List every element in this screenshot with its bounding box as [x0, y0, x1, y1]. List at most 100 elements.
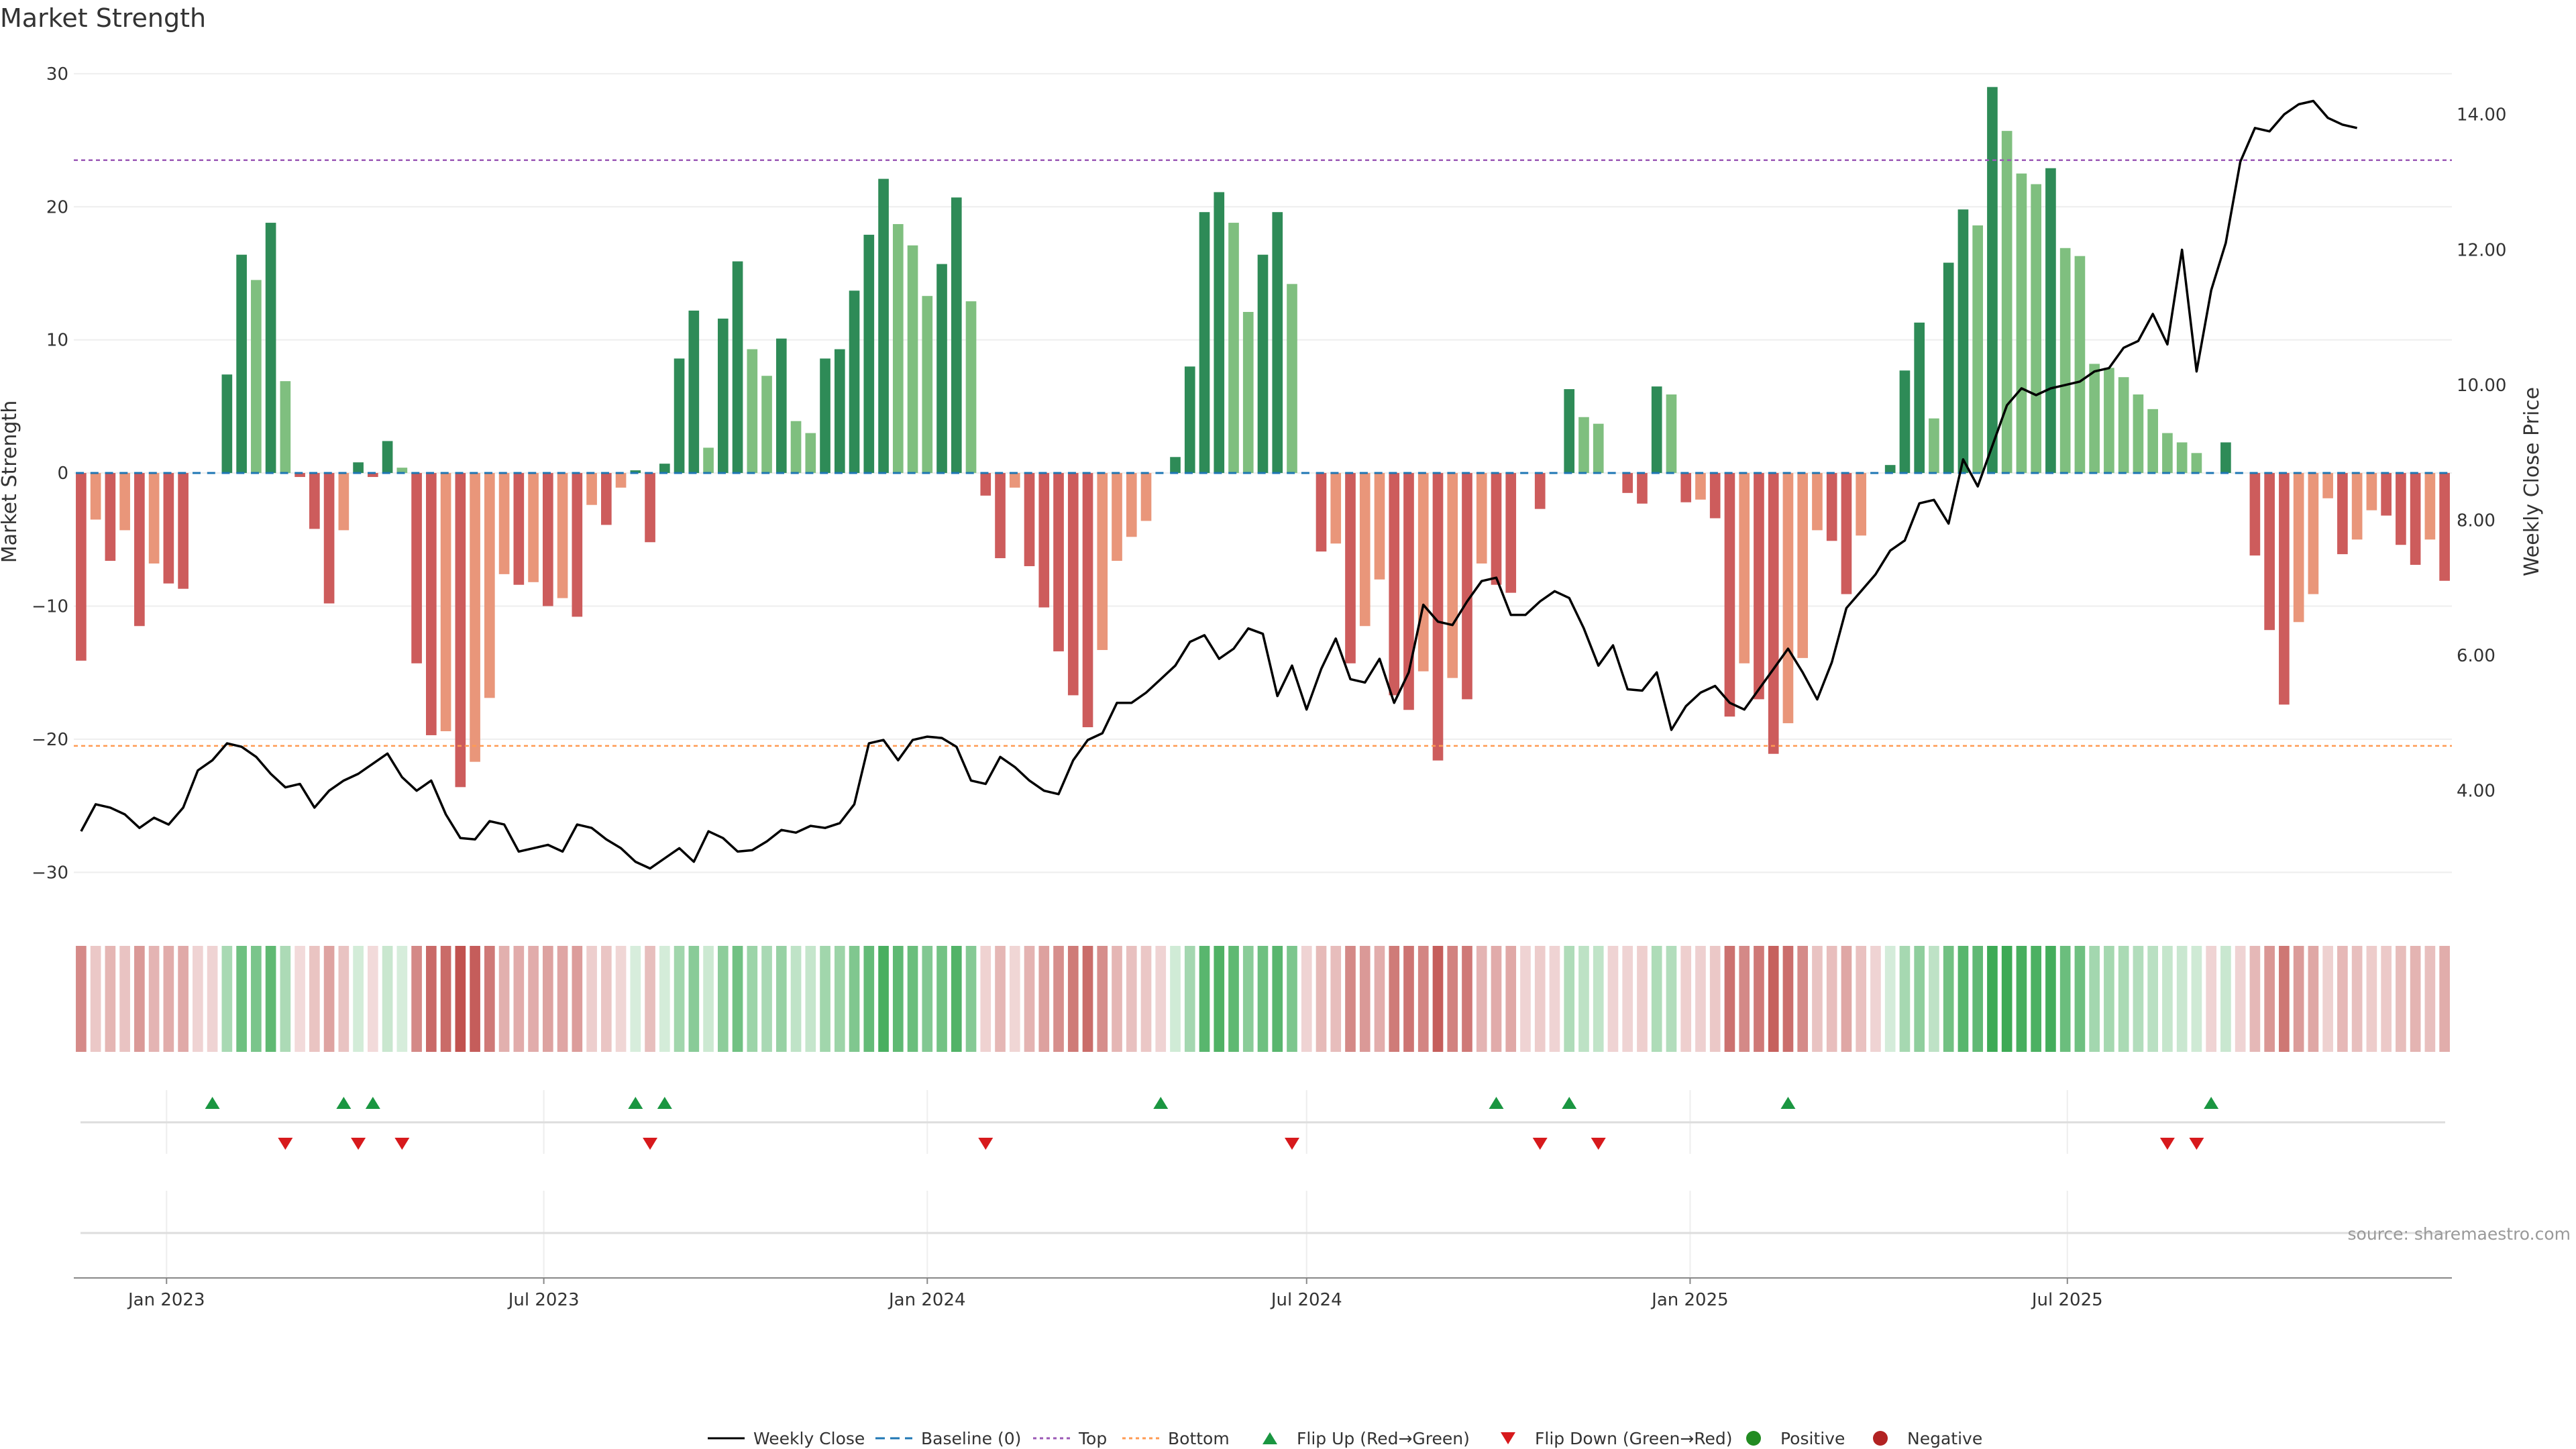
- strength-bar: [2308, 473, 2319, 594]
- flip-down-marker: [278, 1138, 293, 1150]
- heatmap-cell: [2045, 946, 2056, 1052]
- heatmap-cell: [1782, 946, 1794, 1052]
- heatmap-cell: [1053, 946, 1064, 1052]
- strength-bar: [1126, 473, 1137, 537]
- heatmap-cell: [411, 946, 422, 1052]
- heatmap-cell: [2118, 946, 2129, 1052]
- heatmap-cell: [1812, 946, 1823, 1052]
- heatmap-cell: [1797, 946, 1809, 1052]
- heatmap-cell: [193, 946, 203, 1052]
- legend-label: Baseline (0): [921, 1429, 1021, 1448]
- flip-down-marker: [1284, 1138, 1299, 1150]
- strength-bar: [1957, 209, 1969, 474]
- strength-bar: [1695, 473, 1706, 500]
- heatmap-cell: [980, 946, 991, 1052]
- strength-bar: [659, 464, 670, 474]
- strength-bar: [732, 261, 743, 474]
- heatmap-cell: [2001, 946, 2012, 1052]
- strength-bar: [1374, 473, 1385, 580]
- strength-bar: [1564, 389, 1575, 474]
- heatmap-cell: [732, 946, 743, 1052]
- heatmap-cell: [1841, 946, 1852, 1052]
- y2-axis-ticks: 14.00 12.00 10.00 8.00 6.00 4.00: [2457, 105, 2506, 802]
- heatmap-cell: [2351, 946, 2363, 1052]
- heatmap-cell: [1330, 946, 1342, 1052]
- heatmap-cell: [1695, 946, 1706, 1052]
- strength-bar: [1739, 473, 1750, 663]
- heatmap-cell: [1301, 946, 1312, 1052]
- strength-bar: [1593, 423, 1604, 474]
- heatmap-cell: [951, 946, 962, 1052]
- strength-bar: [426, 473, 437, 735]
- heatmap-cell: [1666, 946, 1677, 1052]
- heatmap-cell: [90, 946, 101, 1052]
- strength-bar: [572, 473, 583, 617]
- heatmap-cell: [805, 946, 816, 1052]
- y-tick-label: 0: [57, 464, 68, 484]
- y2-tick-label: 12.00: [2457, 240, 2506, 260]
- heatmap-cell: [645, 946, 655, 1052]
- heatmap-cell: [1549, 946, 1560, 1052]
- heatmap-cell: [1607, 946, 1619, 1052]
- heatmap-cell: [615, 946, 627, 1052]
- strength-bar: [2191, 453, 2202, 474]
- flip-up-marker: [336, 1097, 352, 1109]
- strength-bar: [1534, 473, 1546, 509]
- strength-bar: [368, 473, 378, 478]
- strength-bar: [528, 473, 539, 582]
- heatmap-cell: [922, 946, 933, 1052]
- heatmap-cell: [965, 946, 977, 1052]
- strength-bar: [1257, 254, 1269, 474]
- heatmap-cell: [1856, 946, 1867, 1052]
- strength-bar: [1812, 473, 1823, 531]
- heatmap-cell: [542, 946, 553, 1052]
- y-axis-ticks: 30 20 10 0 −10 −20 −30: [32, 64, 68, 883]
- strength-bar: [1884, 465, 1896, 474]
- strength-bar: [2322, 473, 2333, 498]
- chart-title: Market Strength: [0, 3, 206, 33]
- heatmap-cell: [2059, 946, 2071, 1052]
- legend-label: Bottom: [1168, 1429, 1230, 1448]
- heatmap-cell: [2410, 946, 2421, 1052]
- strength-bar: [2074, 256, 2086, 474]
- strength-bar: [1389, 473, 1400, 696]
- heatmap-cell: [1899, 946, 1911, 1052]
- strength-bar: [557, 473, 568, 598]
- strength-bar: [2220, 442, 2231, 474]
- heatmap-cell: [1957, 946, 1969, 1052]
- strength-bar: [1038, 473, 1050, 608]
- heatmap-cell: [105, 946, 116, 1052]
- strength-bar: [1578, 417, 1589, 474]
- x-tick-label: Jan 2024: [888, 1290, 966, 1310]
- strength-bar: [251, 280, 262, 474]
- weekly-close-series: [80, 99, 2357, 870]
- heatmap-cell: [426, 946, 437, 1052]
- y2-tick-label: 14.00: [2457, 105, 2506, 125]
- heatmap-cell: [936, 946, 947, 1052]
- strength-bar: [1067, 473, 1079, 696]
- legend-label: Flip Up (Red→Green): [1297, 1429, 1470, 1448]
- strength-bar: [2366, 473, 2377, 511]
- heatmap-cell: [1754, 946, 1764, 1052]
- heatmap-cell: [572, 946, 583, 1052]
- strength-bar: [849, 290, 860, 474]
- strength-bar: [630, 470, 641, 474]
- heatmap-cell: [1651, 946, 1662, 1052]
- strength-bar: [411, 473, 422, 663]
- x-tick-label: Jan 2025: [1650, 1290, 1729, 1310]
- heatmap-cell: [630, 946, 641, 1052]
- strength-bar: [615, 473, 627, 488]
- strength-bar: [1082, 473, 1093, 728]
- strength-bar: [2133, 394, 2144, 474]
- heatmap-cell: [834, 946, 845, 1052]
- strength-bar: [178, 473, 189, 589]
- heatmap-cell: [134, 946, 145, 1052]
- flip-up-marker: [1562, 1097, 1577, 1109]
- flip-up-marker: [628, 1097, 643, 1109]
- heatmap-cell: [600, 946, 612, 1052]
- heatmap-cell: [1024, 946, 1035, 1052]
- heatmap-cell: [2016, 946, 2027, 1052]
- strength-bar: [892, 224, 904, 474]
- heatmap-cell: [221, 946, 233, 1052]
